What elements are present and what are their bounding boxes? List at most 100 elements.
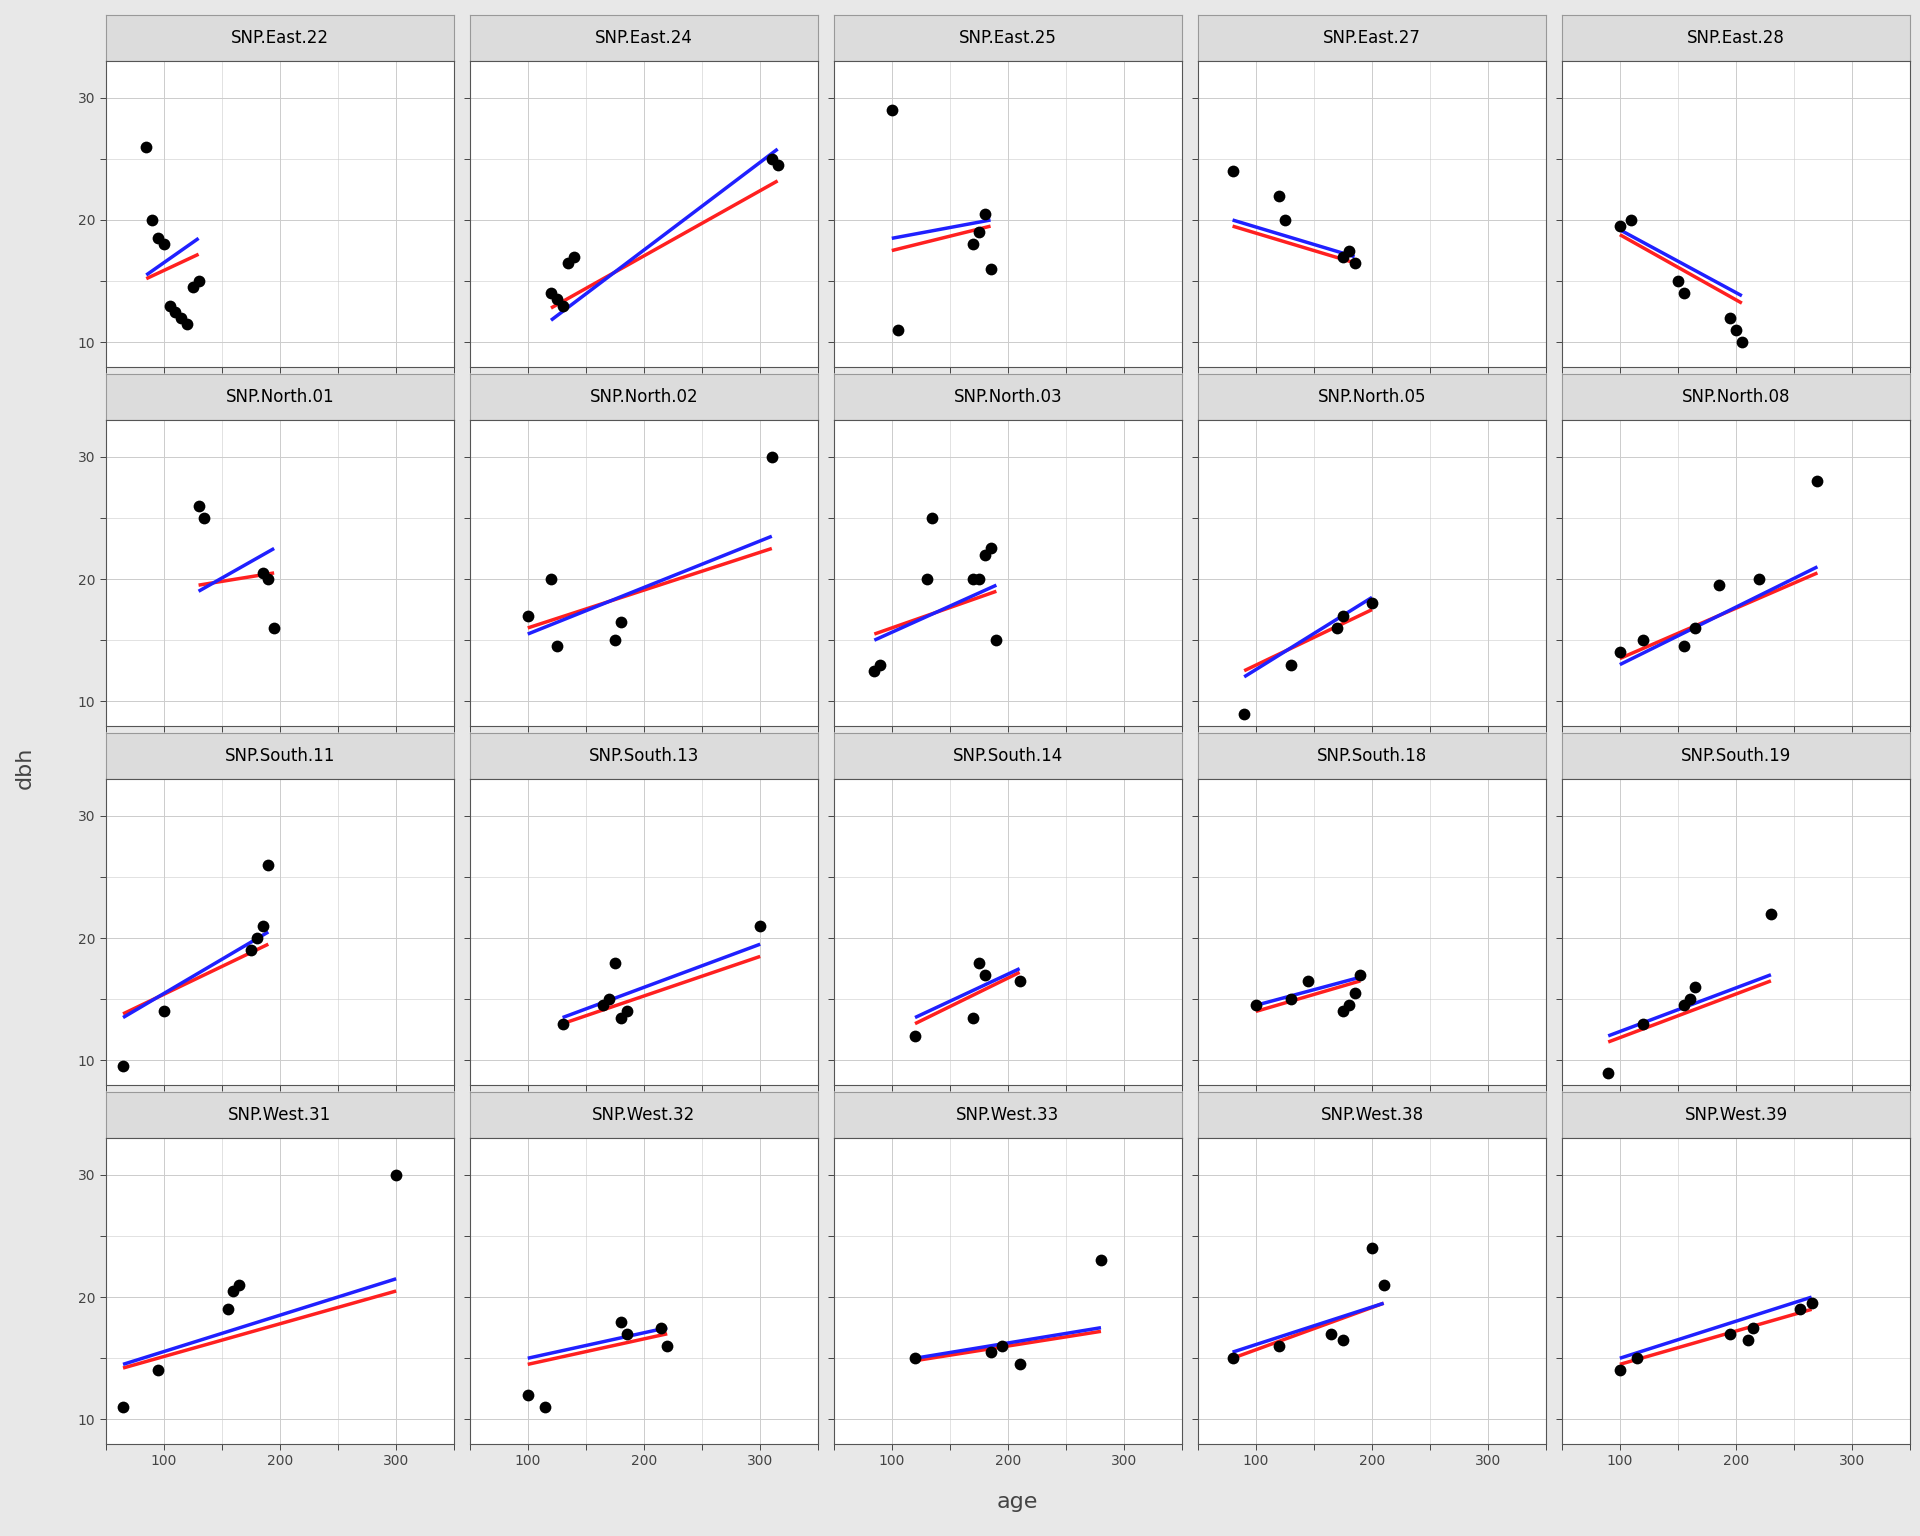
Text: SNP.South.14: SNP.South.14 [952,748,1064,765]
Point [958,567,989,591]
Point [1321,616,1352,641]
Point [553,250,584,275]
Point [970,963,1000,988]
Point [958,1005,989,1029]
Text: SNP.North.02: SNP.North.02 [589,389,699,406]
Point [964,951,995,975]
Point [745,914,776,938]
Point [876,98,906,123]
Point [970,542,1000,567]
Text: SNP.East.27: SNP.East.27 [1323,29,1421,48]
Point [248,914,278,938]
Point [541,634,572,659]
Point [171,312,202,336]
Point [1668,281,1699,306]
Point [1668,994,1699,1018]
Point [142,226,173,250]
Text: SNP.South.18: SNP.South.18 [1317,748,1427,765]
Point [1269,207,1300,232]
Point [1263,1333,1294,1358]
Point [136,207,167,232]
Text: SNP.West.31: SNP.West.31 [228,1106,332,1124]
Point [881,318,912,343]
Point [1743,567,1774,591]
Text: SNP.East.24: SNP.East.24 [595,29,693,48]
Point [975,257,1006,281]
Point [380,1163,411,1187]
Point [970,201,1000,226]
Point [1668,634,1699,659]
Point [108,1054,138,1078]
Point [653,1333,684,1358]
Point [148,998,179,1023]
Point [611,998,641,1023]
Point [1004,969,1035,994]
Point [599,628,630,653]
Point [1628,1011,1659,1035]
Point [964,220,995,244]
Text: SNP.North.03: SNP.North.03 [954,389,1062,406]
Point [1797,1290,1828,1315]
Point [964,567,995,591]
Text: SNP.North.08: SNP.North.08 [1682,389,1789,406]
Point [248,561,278,585]
Point [1327,998,1357,1023]
Point [1240,994,1271,1018]
Point [213,1296,244,1321]
Point [242,926,273,951]
Point [1332,994,1363,1018]
Point [1715,1321,1745,1346]
Point [1726,330,1757,355]
Point [513,604,543,628]
Point [975,1339,1006,1364]
Point [599,951,630,975]
Text: dbh: dbh [15,746,35,790]
Point [1605,214,1636,238]
Point [645,1315,676,1339]
Point [547,293,578,318]
Point [513,1382,543,1407]
Point [1803,468,1834,493]
Point [108,1395,138,1419]
Point [958,232,989,257]
Point [1617,207,1647,232]
Point [1275,653,1306,677]
Point [605,1005,636,1029]
Point [1004,1352,1035,1376]
Point [981,628,1012,653]
Point [1327,244,1357,269]
Point [1720,318,1751,343]
Text: SNP.North.05: SNP.North.05 [1317,389,1427,406]
Point [756,444,787,468]
Point [918,505,948,530]
Point [1622,1346,1653,1370]
Text: SNP.South.11: SNP.South.11 [225,748,336,765]
Point [1340,250,1371,275]
Point [762,152,793,177]
Point [131,134,161,158]
Text: SNP.West.38: SNP.West.38 [1321,1106,1423,1124]
Text: SNP.North.01: SNP.North.01 [227,389,334,406]
Text: SNP.South.19: SNP.South.19 [1680,748,1791,765]
Point [1715,306,1745,330]
Point [1755,902,1786,926]
Point [900,1346,931,1370]
Point [159,300,190,324]
Point [858,659,889,684]
Point [987,1333,1018,1358]
Point [593,988,624,1012]
Point [182,493,213,518]
Point [253,567,284,591]
Point [1663,269,1693,293]
Point [756,146,787,170]
Point [1217,158,1248,183]
Point [1703,573,1734,598]
Point [559,244,589,269]
Point [547,1011,578,1035]
Point [611,1321,641,1346]
Point [1784,1296,1814,1321]
Point [165,306,196,330]
Point [1292,969,1323,994]
Point [188,505,219,530]
Point [1605,1358,1636,1382]
